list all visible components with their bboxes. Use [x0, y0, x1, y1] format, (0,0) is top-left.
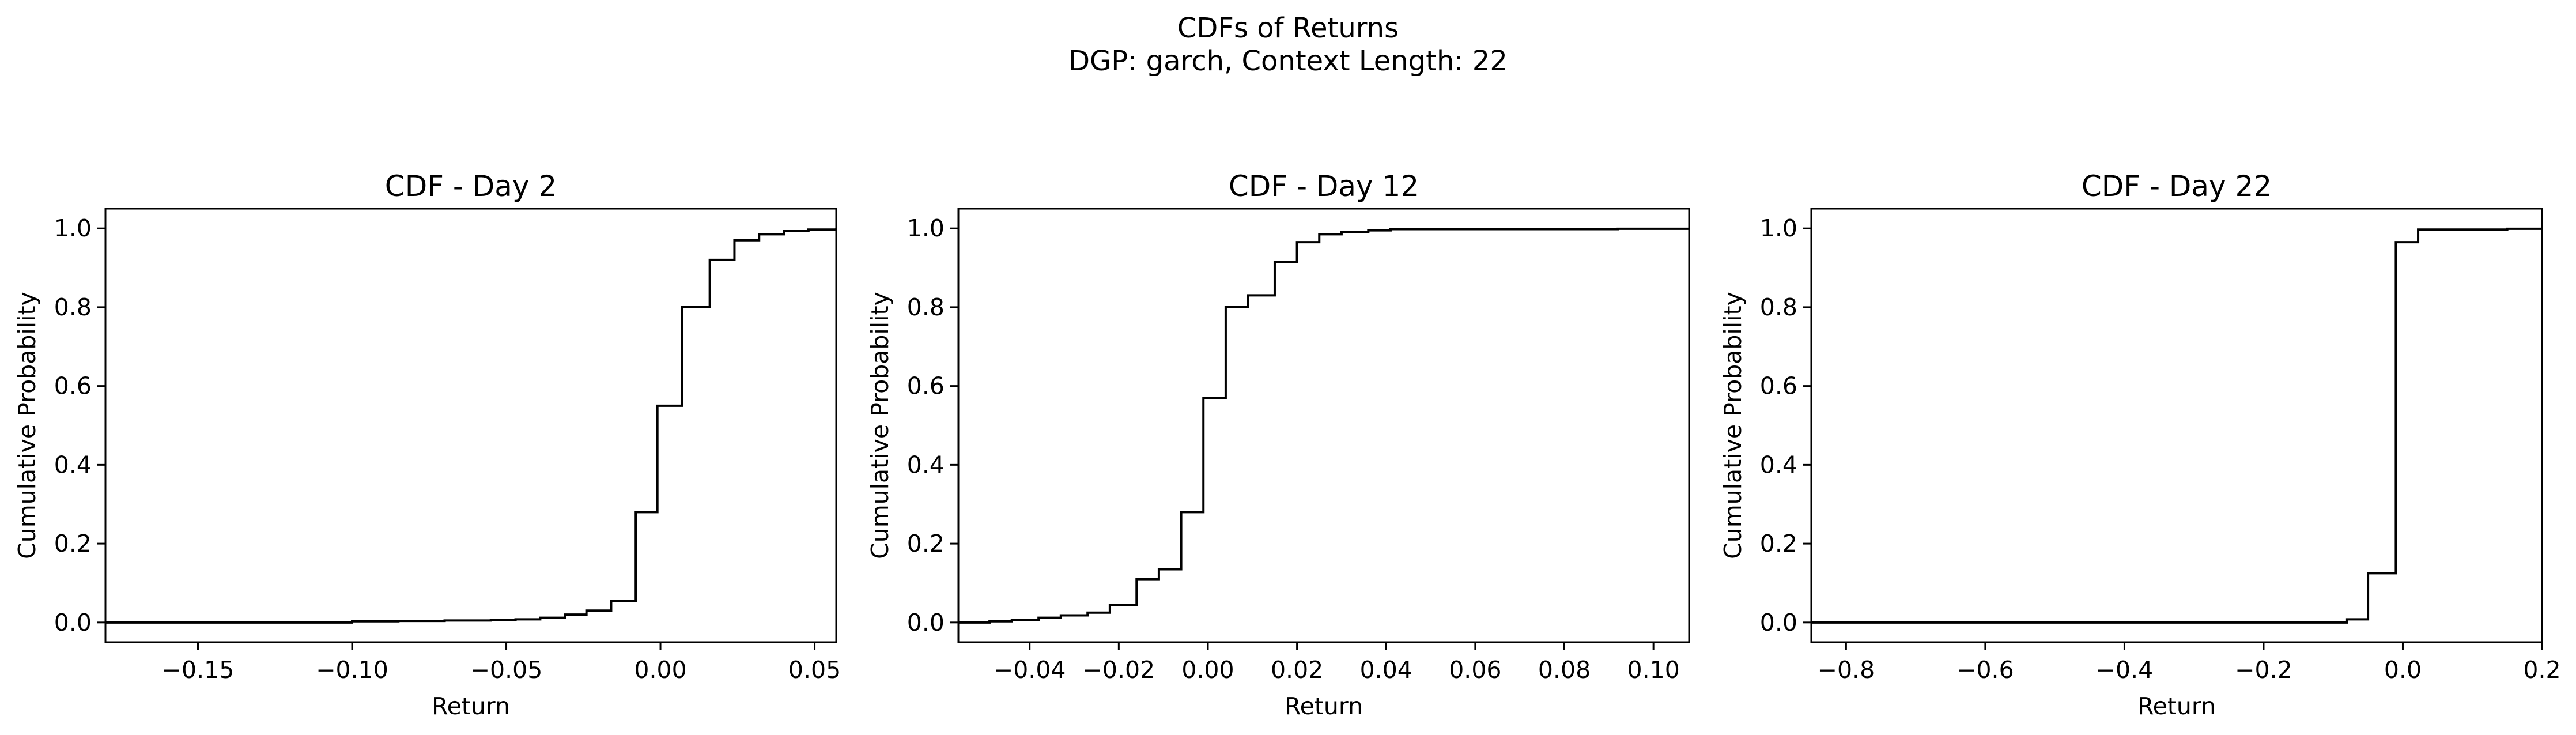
- x-tick-label: −0.8: [1818, 656, 1875, 684]
- y-tick-label: 0.8: [1760, 293, 1797, 321]
- x-tick-label: 0.05: [788, 656, 841, 684]
- figure-title-line2: DGP: garch, Context Length: 22: [1068, 45, 1508, 77]
- y-tick-label: 0.0: [1760, 609, 1797, 636]
- y-tick-label: 0.2: [1760, 530, 1797, 557]
- x-tick-label: −0.6: [1956, 656, 2014, 684]
- y-tick-label: 0.4: [54, 451, 92, 478]
- x-tick-label: 0.08: [1538, 656, 1591, 684]
- x-tick-label: −0.02: [1083, 656, 1155, 684]
- y-tick-label: 0.0: [907, 609, 945, 636]
- x-tick-label: 0.06: [1449, 656, 1501, 684]
- axes-container: −0.15 −0.10 −0.05 0.00 0.05 0.0 0.2 0.4 0.6 0.8 1.…: [13, 169, 2561, 720]
- y-tick-label: 0.2: [54, 530, 92, 557]
- x-tick-label: −0.04: [994, 656, 1066, 684]
- axes-frame: [957, 208, 1690, 643]
- y-tick-label: 0.6: [54, 372, 92, 400]
- y-tick-label: 1.0: [1760, 214, 1797, 242]
- y-tick-label: 0.2: [907, 530, 945, 557]
- y-tick-label: 0.0: [54, 609, 92, 636]
- x-tick-label: −0.2: [2235, 656, 2292, 684]
- panel-title: CDF - Day 22: [2082, 169, 2272, 203]
- y-axis-label: Cumulative Probability: [1719, 292, 1747, 559]
- x-tick-label: 0.10: [1627, 656, 1679, 684]
- x-tick-label: −0.05: [470, 656, 543, 684]
- y-tick-label: 1.0: [907, 214, 945, 242]
- x-tick-label: 0.00: [1181, 656, 1234, 684]
- x-tick-label: −0.4: [2096, 656, 2154, 684]
- panel-title: CDF - Day 2: [385, 169, 557, 203]
- cdf-step-line: [1811, 227, 2543, 624]
- y-tick-label: 0.4: [907, 451, 945, 478]
- y-tick-label: 0.4: [1760, 451, 1797, 478]
- x-tick-label: 0.00: [634, 656, 686, 684]
- y-axis-label: Cumulative Probability: [866, 292, 894, 559]
- y-tick-label: 0.6: [1760, 372, 1797, 400]
- x-tick-label: −0.10: [316, 656, 388, 684]
- x-tick-label: 0.04: [1360, 656, 1412, 684]
- x-axis-label: Return: [2137, 692, 2216, 720]
- y-tick-label: 0.8: [907, 293, 945, 321]
- x-tick-label: 0.2: [2523, 656, 2560, 684]
- y-axis-label: Cumulative Probability: [13, 292, 41, 559]
- x-tick-label: −0.15: [162, 656, 235, 684]
- figure-title-line1: CDFs of Returns: [1177, 12, 1399, 44]
- y-tick-label: 0.8: [54, 293, 92, 321]
- cdf-panel-1: −0.15 −0.10 −0.05 0.00 0.05 0.0 0.2 0.4 0.6 0.8 1.…: [13, 169, 841, 720]
- x-tick-label: 0.0: [2384, 656, 2422, 684]
- x-tick-label: 0.02: [1271, 656, 1323, 684]
- axes-frame: [104, 208, 837, 643]
- y-tick-label: 1.0: [54, 214, 92, 242]
- cdf-step-line: [105, 228, 837, 624]
- cdf-step-line: [958, 227, 1690, 624]
- y-tick-label: 0.6: [907, 372, 945, 400]
- panel-title: CDF - Day 12: [1229, 169, 1419, 203]
- x-axis-label: Return: [1285, 692, 1363, 720]
- axes-frame: [1810, 208, 2543, 643]
- cdf-panel-3: −0.8 −0.6 −0.4 −0.2 0.0 0.2 0.0 0.2 0.4 0.6 0.8 1.0…: [1719, 169, 2561, 720]
- cdf-panel-2: −0.04 −0.02 0.00 0.02 0.04 0.06 0.08 0.10 0.0 0.2…: [866, 169, 1690, 720]
- x-axis-label: Return: [432, 692, 510, 720]
